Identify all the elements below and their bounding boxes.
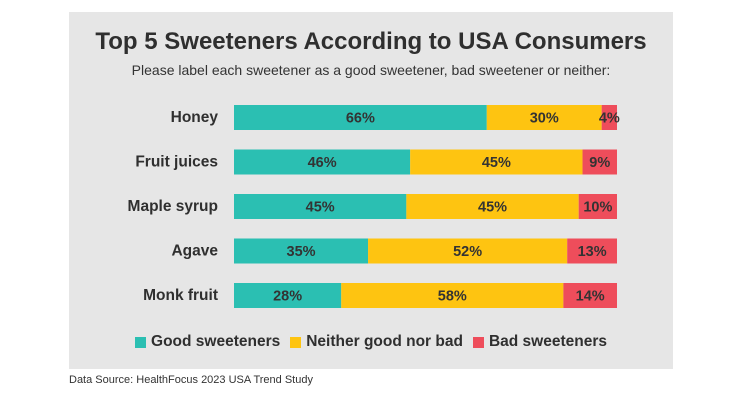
data-label-maple-syrup-good-sweeteners: 45% bbox=[306, 200, 335, 216]
chart-subtitle: Please label each sweetener as a good sw… bbox=[131, 62, 611, 78]
bar-honey-good-sweeteners bbox=[234, 105, 487, 130]
bar-agave-neither-good-nor-bad bbox=[368, 238, 568, 264]
chart-title: Top 5 Sweeteners According to USA Consum… bbox=[95, 28, 647, 55]
bar-maple-syrup-good-sweeteners bbox=[234, 194, 407, 219]
bar-monk-fruit-neither-good-nor-bad bbox=[341, 283, 564, 308]
legend-swatch-bad bbox=[472, 336, 484, 348]
data-label-honey-good-sweeteners: 66% bbox=[346, 111, 375, 127]
bar-agave-good-sweeteners bbox=[234, 238, 369, 264]
bar-agave-bad-sweeteners bbox=[567, 238, 617, 264]
data-label-monk-fruit-good-sweeteners: 28% bbox=[273, 289, 302, 305]
legend-swatch-good bbox=[135, 336, 147, 348]
legend-label-neither: Neither good nor bad bbox=[306, 333, 463, 350]
category-label-monk-fruit: Monk fruit bbox=[143, 287, 218, 304]
legend-item-bad: Bad sweeteners bbox=[472, 333, 607, 351]
bar-monk-fruit-bad-sweeteners bbox=[563, 283, 617, 308]
legend-label-good: Good sweeteners bbox=[151, 333, 281, 350]
data-source-note: Data Source: HealthFocus 2023 USA Trend … bbox=[69, 374, 313, 386]
bar-monk-fruit-good-sweeteners bbox=[234, 283, 342, 308]
data-label-fruit-juices-neither-good-nor-bad: 45% bbox=[482, 155, 511, 171]
bar-honey-neither-good-nor-bad bbox=[486, 105, 602, 130]
data-label-honey-neither-good-nor-bad: 30% bbox=[530, 111, 559, 127]
data-label-agave-bad-sweeteners: 13% bbox=[578, 244, 607, 260]
data-label-fruit-juices-bad-sweeteners: 9% bbox=[589, 155, 610, 171]
data-label-maple-syrup-bad-sweeteners: 10% bbox=[583, 200, 612, 216]
legend-item-neither: Neither good nor bad bbox=[290, 333, 463, 351]
category-label-fruit-juices: Fruit juices bbox=[135, 154, 218, 171]
bar-fruit-juices-good-sweeteners bbox=[234, 149, 411, 175]
legend: Good sweeteners Neither good nor bad Bad… bbox=[69, 333, 673, 351]
data-label-monk-fruit-bad-sweeteners: 14% bbox=[576, 289, 605, 305]
data-label-fruit-juices-good-sweeteners: 46% bbox=[308, 155, 337, 171]
stacked-bar-chart: Honey 66% 30% 4% Fruit juices 46% 45% 9% Maple s… bbox=[128, 105, 620, 308]
bar-maple-syrup-bad-sweeteners bbox=[578, 194, 617, 219]
legend-item-good: Good sweeteners bbox=[135, 333, 280, 351]
bar-fruit-juices-neither-good-nor-bad bbox=[410, 149, 583, 175]
data-label-honey-bad-sweeteners: 4% bbox=[599, 111, 620, 127]
category-label-honey: Honey bbox=[171, 109, 219, 126]
bar-honey-bad-sweeteners bbox=[601, 105, 617, 130]
bar-fruit-juices-bad-sweeteners bbox=[582, 149, 617, 175]
legend-label-bad: Bad sweeteners bbox=[488, 333, 607, 350]
bar-maple-syrup-neither-good-nor-bad bbox=[406, 194, 579, 219]
data-label-maple-syrup-neither-good-nor-bad: 45% bbox=[478, 200, 507, 216]
category-label-maple-syrup: Maple syrup bbox=[128, 198, 218, 215]
data-label-monk-fruit-neither-good-nor-bad: 58% bbox=[438, 289, 467, 305]
chart-panel: Top 5 Sweeteners According to USA Consum… bbox=[69, 12, 673, 369]
legend-swatch-neither bbox=[290, 336, 302, 348]
category-label-agave: Agave bbox=[171, 243, 218, 260]
data-label-agave-neither-good-nor-bad: 52% bbox=[453, 244, 482, 260]
data-label-agave-good-sweeteners: 35% bbox=[287, 244, 316, 260]
